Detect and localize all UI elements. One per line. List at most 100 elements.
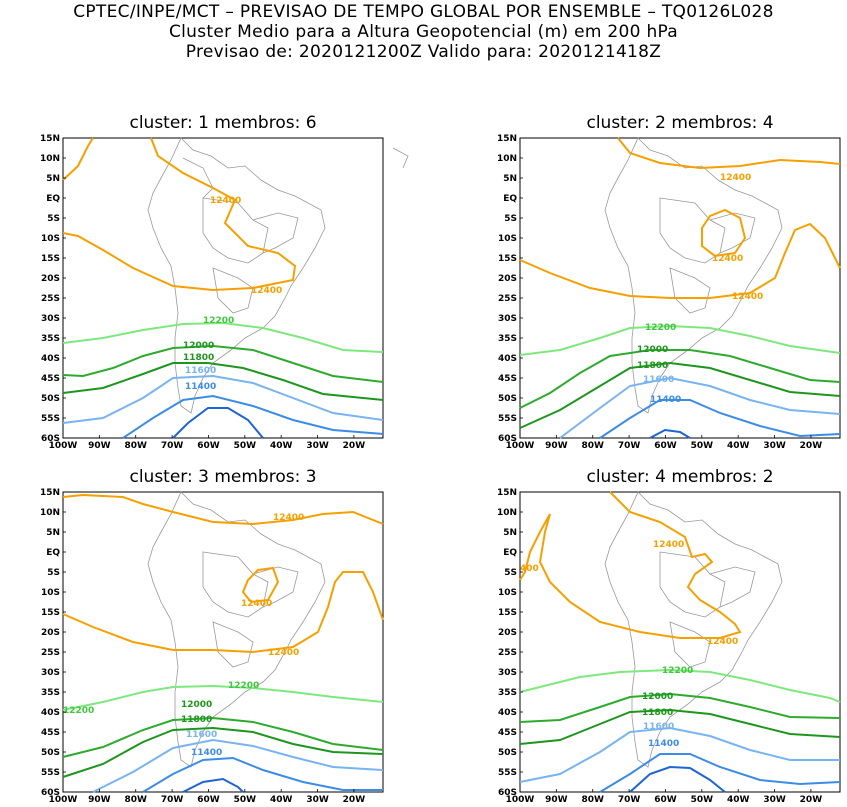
contour-label: 11600 xyxy=(185,366,216,376)
map-frame xyxy=(62,491,384,793)
lat-tick-label: 5S xyxy=(47,568,60,578)
contour-11600 xyxy=(62,374,384,424)
contour-12000 xyxy=(62,716,384,758)
lon-tick-label: 80W xyxy=(125,795,148,805)
contour-label: 11800 xyxy=(637,361,668,371)
lat-tick-label: 55S xyxy=(498,414,517,424)
lat-tick-label: 55S xyxy=(41,768,60,778)
contour-11600 xyxy=(519,726,840,783)
contour-lines xyxy=(519,137,841,439)
lon-tick-label: 20W xyxy=(800,441,823,451)
lat-tick-label: 5S xyxy=(47,214,60,224)
lat-tick-label: 40S xyxy=(498,354,517,364)
contour-label: 11800 xyxy=(183,353,214,363)
contour-label: 12400 xyxy=(712,254,743,264)
lat-tick-label: 60S xyxy=(498,434,517,444)
lat-tick-label: 10S xyxy=(498,588,517,598)
lat-tick-label: 5S xyxy=(504,214,517,224)
lat-tick-label: 25S xyxy=(41,648,60,658)
lat-tick-label: 20S xyxy=(498,274,517,284)
lat-axis: 15N 10N 5N EQ 5S 10S 15S 20S 25S 30S 35S 40S 45S 50S 5… xyxy=(40,134,66,444)
contour-label: 12400 xyxy=(268,648,299,658)
lat-tick-label: 10S xyxy=(41,588,60,598)
contour-label: 11600 xyxy=(643,375,674,385)
lat-tick-label: 5N xyxy=(503,528,517,538)
contour-12200 xyxy=(519,668,841,703)
lat-tick-label: 10N xyxy=(497,154,517,164)
lat-tick-label: 60S xyxy=(41,788,60,798)
contour-label: 11400 xyxy=(650,395,681,405)
contour-12200 xyxy=(519,324,841,356)
lat-tick-label: 25S xyxy=(498,648,517,658)
lat-tick-label: 45S xyxy=(498,374,517,384)
lon-tick-label: 80W xyxy=(125,441,148,451)
lon-tick-label: 50W xyxy=(234,795,257,805)
contour-label: 12400 xyxy=(251,286,282,296)
contour-11200 xyxy=(172,407,264,439)
lon-tick-label: 20W xyxy=(800,795,823,805)
contour-12200 xyxy=(62,321,384,353)
header-line-1: CPTEC/INPE/MCT – PREVISAO DE TEMPO GLOBA… xyxy=(73,2,774,22)
lat-tick-label: 5S xyxy=(504,568,517,578)
contour-label: 11400 xyxy=(191,748,222,758)
lat-tick-label: 15S xyxy=(498,254,517,264)
header-line-3: Previsao de: 2020121200Z Valido para: 20… xyxy=(185,42,662,62)
lat-tick-label: 15N xyxy=(40,134,60,144)
contour-label: 11400 xyxy=(185,382,216,392)
lat-tick-label: EQ xyxy=(46,548,60,558)
contour-11400 xyxy=(142,756,383,793)
lat-axis: 15N 10N 5N EQ 5S 10S 15S 20S 25S 30S 35S 40S 45S 50S 5… xyxy=(497,134,523,444)
contour-11400 xyxy=(122,394,384,439)
map-panel-2: 12400 12400 12400 12200 12000 11800 1160… xyxy=(497,134,841,451)
lat-tick-label: 15N xyxy=(497,134,517,144)
panel-2-title: cluster: 2 membros: 4 xyxy=(586,113,774,133)
contour-lines xyxy=(519,491,841,793)
lat-tick-label: EQ xyxy=(503,194,517,204)
contour-12400 xyxy=(62,137,94,181)
lat-tick-label: EQ xyxy=(46,194,60,204)
lon-tick-label: 70W xyxy=(161,441,184,451)
contour-11800 xyxy=(519,361,841,429)
contour-12400 xyxy=(538,491,742,639)
lon-tick-label: 30W xyxy=(763,795,786,805)
contour-12000 xyxy=(519,692,841,723)
lat-tick-label: 60S xyxy=(498,788,517,798)
map-panel-3: 12400 12400 12400 12200 12200 12000 1180… xyxy=(40,488,384,805)
contour-12400 xyxy=(62,493,384,526)
lat-tick-label: 55S xyxy=(498,768,517,778)
contour-12400 xyxy=(62,571,384,654)
lon-axis: 100W 90W 80W 70W 60W 50W 40W 30W 20W xyxy=(49,789,365,805)
contour-label: 11800 xyxy=(642,708,673,718)
contour-11600 xyxy=(559,376,841,439)
map-panel-1: 12400 12400 12200 12000 11800 11600 1140… xyxy=(40,134,409,451)
contour-12200 xyxy=(62,684,384,711)
panel-4-title: cluster: 4 membros: 2 xyxy=(586,467,774,487)
contour-11200 xyxy=(182,777,244,793)
contour-label: 12400 xyxy=(707,637,738,647)
lat-tick-label: 50S xyxy=(41,394,60,404)
contour-11400 xyxy=(599,753,841,793)
lat-tick-label: 20S xyxy=(498,628,517,638)
lat-tick-label: 15N xyxy=(497,488,517,498)
contour-label: 12400 xyxy=(273,513,304,523)
lat-tick-label: 5N xyxy=(46,528,60,538)
lat-tick-label: 20S xyxy=(41,274,60,284)
lat-tick-label: 15S xyxy=(41,254,60,264)
contour-label: 12200 xyxy=(228,681,259,691)
lon-tick-label: 70W xyxy=(161,795,184,805)
contour-label: 12000 xyxy=(183,341,214,351)
lon-tick-label: 80W xyxy=(582,795,605,805)
lon-tick-label: 60W xyxy=(197,441,220,451)
contour-labels: 12400 12400 12400 12200 12200 12000 1180… xyxy=(63,513,304,758)
lat-tick-label: 45S xyxy=(41,374,60,384)
lat-tick-label: 30S xyxy=(41,314,60,324)
contour-11400 xyxy=(599,399,841,439)
lat-tick-label: 45S xyxy=(41,728,60,738)
contour-11800 xyxy=(62,362,384,401)
lon-tick-label: 90W xyxy=(88,441,111,451)
contour-label: 11600 xyxy=(186,730,217,740)
lat-tick-label: 35S xyxy=(498,688,517,698)
lat-axis: 15N 10N 5N EQ 5S 10S 15S 20S 25S 30S 35S 40S 45S 50S 5… xyxy=(40,488,66,798)
lat-tick-label: 15S xyxy=(41,608,60,618)
lon-tick-label: 90W xyxy=(545,441,568,451)
